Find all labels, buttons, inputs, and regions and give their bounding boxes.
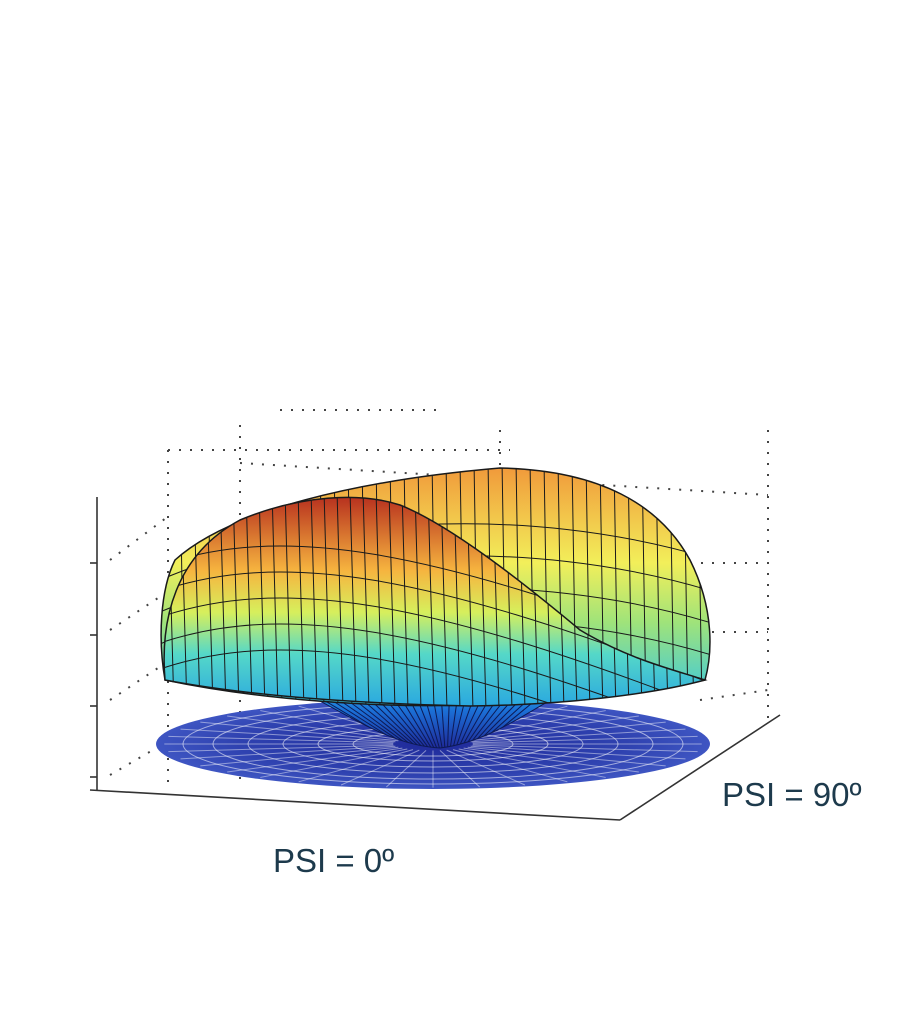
y-axis-line [619, 714, 781, 821]
base-spoke [472, 744, 698, 753]
base-spoke [298, 749, 414, 783]
base-spoke [470, 728, 686, 743]
base-spoke [260, 748, 408, 778]
mesh-line [284, 497, 292, 706]
base-spoke [446, 749, 526, 786]
base-spoke [200, 721, 399, 742]
base-spoke [227, 747, 403, 773]
mesh-line [375, 497, 383, 706]
mesh-line [388, 497, 396, 706]
base-spoke [472, 735, 698, 744]
mesh-line [401, 497, 409, 706]
mesh-line [164, 649, 705, 706]
base-spoke [227, 715, 403, 741]
axis-box [89, 497, 781, 821]
y-axis-label: PSI = 90º [722, 776, 862, 813]
base-spoke [340, 749, 420, 786]
mesh-line [245, 497, 253, 706]
mesh-line [414, 497, 422, 706]
base-spoke [180, 728, 396, 743]
base-spoke [452, 749, 568, 783]
mesh-line [271, 497, 279, 706]
base-spoke [180, 745, 396, 760]
mesh-line [310, 497, 318, 706]
base-spoke [439, 750, 480, 788]
mesh-line [427, 497, 435, 706]
x-axis-label: PSI = 0º [273, 842, 395, 879]
base-spoke [386, 750, 427, 788]
base-spoke [260, 710, 408, 740]
base-spoke [168, 744, 394, 753]
mesh-line [164, 571, 705, 682]
base-spoke [470, 745, 686, 760]
base-spoke [467, 721, 666, 742]
mesh-line [362, 497, 370, 706]
mesh-line [258, 497, 266, 706]
x-axis-line [89, 789, 621, 821]
base-spoke [463, 747, 639, 773]
mesh-line [349, 497, 357, 706]
mesh-line [336, 497, 344, 706]
base-spoke [467, 746, 666, 767]
base-spoke [168, 735, 394, 744]
base-spoke [458, 748, 606, 778]
base-spoke [463, 715, 639, 741]
mesh-line [164, 623, 705, 706]
mesh-line [297, 497, 305, 706]
mesh-line [712, 460, 716, 710]
base-spoke [200, 746, 399, 767]
mesh-line [164, 597, 705, 706]
